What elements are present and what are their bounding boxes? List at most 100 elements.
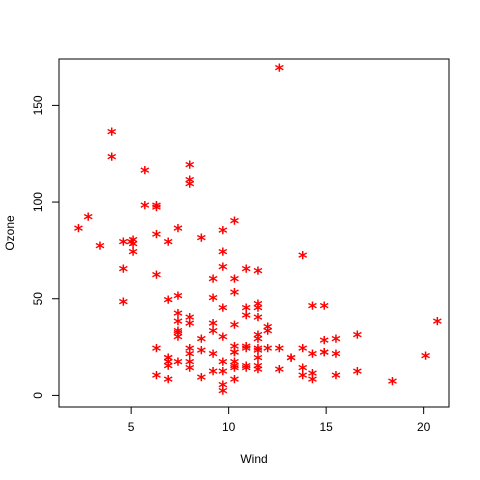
data-point: *	[185, 310, 195, 331]
data-point: *	[253, 331, 263, 352]
data-point: *	[208, 291, 218, 312]
data-point: *	[241, 308, 251, 329]
data-point: *	[298, 368, 308, 389]
data-point: *	[218, 329, 228, 350]
data-point: *	[263, 320, 273, 341]
data-point: *	[319, 345, 329, 366]
data-point: *	[152, 341, 162, 362]
data-point: *	[185, 360, 195, 381]
x-tick-label: 20	[417, 420, 431, 434]
data-point: *	[308, 347, 318, 368]
data-point: *	[353, 364, 363, 385]
data-point: *	[197, 343, 207, 364]
data-point: *	[185, 347, 195, 368]
data-point: *	[230, 318, 240, 339]
data-point: *	[421, 349, 431, 370]
data-point: *	[253, 327, 263, 348]
data-point: *	[308, 298, 318, 319]
data-point: *	[163, 358, 173, 379]
data-point: *	[173, 354, 183, 375]
data-point: *	[152, 198, 162, 219]
data-point: *	[241, 300, 251, 321]
data-point: *	[95, 238, 105, 259]
data-point: *	[230, 339, 240, 360]
data-point: *	[173, 289, 183, 310]
data-point: *	[275, 341, 285, 362]
data-point: *	[140, 198, 150, 219]
data-point: *	[253, 310, 263, 331]
data-point: *	[253, 343, 263, 364]
data-point: *	[173, 221, 183, 242]
data-point: *	[173, 314, 183, 335]
data-point: *	[152, 200, 162, 221]
data-point: *	[126, 235, 136, 256]
data-point: *	[353, 327, 363, 348]
x-tick-label: 5	[128, 420, 135, 434]
data-point: *	[163, 372, 173, 393]
data-point: *	[163, 354, 173, 375]
data-point: *	[230, 285, 240, 306]
y-tick-label: 50	[31, 292, 45, 306]
data-point: *	[152, 227, 162, 248]
data-point: *	[185, 354, 195, 375]
data-point: *	[128, 244, 138, 265]
data-point: *	[208, 316, 218, 337]
data-point: *	[230, 345, 240, 366]
data-point: *	[241, 341, 251, 362]
data-point: *	[253, 264, 263, 285]
data-point: *	[253, 351, 263, 372]
data-point: *	[107, 124, 117, 145]
data-point: *	[263, 324, 273, 345]
data-point: *	[331, 331, 341, 352]
y-tick-label: 100	[31, 192, 45, 212]
data-point: *	[197, 231, 207, 252]
data-point: *	[152, 368, 162, 389]
data-point: *	[298, 341, 308, 362]
data-point: *	[241, 262, 251, 283]
data-point: *	[275, 61, 285, 82]
data-point: *	[185, 173, 195, 194]
data-point: *	[208, 271, 218, 292]
data-point: *	[331, 368, 341, 389]
data-point: *	[208, 324, 218, 345]
data-point: *	[308, 372, 318, 393]
data-point: *	[286, 351, 296, 372]
data-point: *	[275, 362, 285, 383]
data-point: *	[197, 331, 207, 352]
data-point: *	[253, 296, 263, 317]
data-point: *	[218, 378, 228, 399]
data-point: *	[319, 298, 329, 319]
data-point: *	[218, 223, 228, 244]
data-point: *	[230, 213, 240, 234]
data-point: *	[140, 163, 150, 184]
data-point: *	[197, 370, 207, 391]
data-point: *	[173, 324, 183, 345]
data-point: *	[208, 347, 218, 368]
data-point: *	[218, 244, 228, 265]
data-point: *	[84, 209, 94, 230]
data-point: *	[128, 237, 138, 258]
data-point: *	[185, 157, 195, 178]
data-point: *	[253, 358, 263, 379]
data-point: *	[218, 354, 228, 375]
data-point: *	[173, 329, 183, 350]
x-tick-label: 15	[319, 420, 333, 434]
data-point: *	[230, 358, 240, 379]
data-point: *	[433, 314, 443, 335]
data-point: *	[218, 300, 228, 321]
data-points: * **** * ***** * ****************** **********…	[74, 61, 443, 405]
data-point: *	[185, 316, 195, 337]
x-axis: 5 10 15 20	[128, 406, 431, 434]
data-point: *	[218, 364, 228, 385]
y-axis-label: Ozone	[3, 215, 17, 251]
data-point: *	[298, 360, 308, 381]
data-point: *	[74, 221, 84, 242]
data-point: *	[230, 372, 240, 393]
data-point: *	[241, 360, 251, 381]
data-point: *	[119, 262, 129, 283]
data-point: *	[173, 325, 183, 346]
data-point: *	[241, 358, 251, 379]
data-point: *	[253, 341, 263, 362]
